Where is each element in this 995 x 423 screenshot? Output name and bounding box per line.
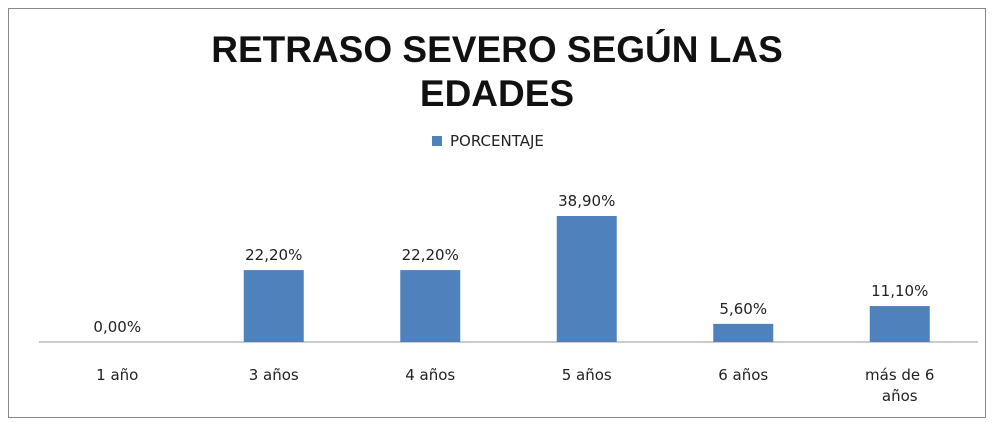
x-tick-label: 5 años [561,366,612,384]
bar [869,306,930,342]
legend-label: PORCENTAJE [450,132,544,150]
x-tick-label: 4 años [405,366,456,384]
bar [243,270,304,342]
data-label: 22,20% [245,246,302,264]
data-label: 0,00% [93,318,141,336]
data-label: 5,60% [719,300,767,318]
legend-swatch [432,136,442,146]
bar [400,270,461,342]
x-tick-label: 1 año [96,366,139,384]
x-tick-label: 3 años [248,366,299,384]
chart-title: RETRASO SEVERO SEGÚN LAS EDADES [211,29,783,114]
bar [556,216,617,342]
x-tick-label: 6 años [718,366,769,384]
data-label: 38,90% [558,192,615,210]
chart-frame [8,8,986,418]
legend: PORCENTAJE [432,132,544,150]
data-label: 22,20% [402,246,459,264]
x-tick-label: más de 6 años [865,366,935,405]
data-label: 11,10% [871,282,928,300]
bar [713,323,774,342]
